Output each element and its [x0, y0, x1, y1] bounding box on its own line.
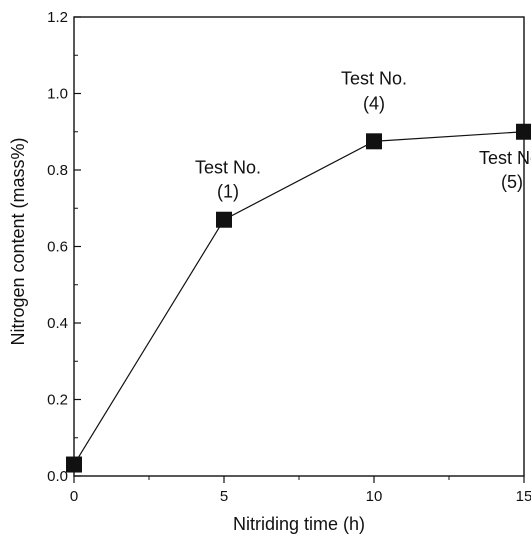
x-axis-title: Nitriding time (h)	[233, 514, 365, 534]
axis-ticks: 0.0 0.2 0.4 0.6 0.8 1.0 1.2 0 5 10 15	[47, 9, 531, 505]
y-tick-label: 1.0	[47, 86, 68, 103]
plot-area-border	[73, 16, 525, 477]
annotation-line2: (5)	[501, 172, 523, 192]
data-point-marker	[216, 211, 232, 228]
test-annotation: Test No. (1)	[195, 158, 261, 202]
y-axis-title: Nitrogen content (mass%)	[8, 137, 28, 345]
plot-frame	[73, 16, 525, 477]
annotation-line1: Test No.	[195, 158, 261, 178]
x-tick-label: 5	[220, 488, 228, 505]
annotations: Test No. (1) Test No. (4) Test No. (5)	[195, 68, 531, 201]
x-tick-label: 15	[516, 488, 531, 505]
x-tick-label: 10	[366, 488, 383, 505]
data-point-marker	[66, 456, 82, 473]
data-point-marker	[516, 123, 531, 140]
data-point-marker	[366, 133, 382, 150]
y-tick-label: 0.6	[47, 239, 68, 256]
y-tick-label: 0.4	[47, 315, 68, 332]
x-tick-label: 0	[70, 488, 78, 505]
annotation-line1: Test No.	[479, 148, 531, 168]
y-tick-label: 1.2	[47, 9, 68, 26]
annotation-line1: Test No.	[341, 68, 407, 88]
annotation-line2: (4)	[363, 93, 385, 113]
annotation-line2: (1)	[217, 182, 239, 202]
series-line	[73, 131, 525, 465]
test-annotation: Test No. (5)	[479, 148, 531, 192]
data-series	[66, 123, 531, 473]
y-tick-label: 0.2	[47, 392, 68, 409]
test-annotation: Test No. (4)	[341, 68, 407, 113]
y-tick-label: 0.8	[47, 162, 68, 179]
y-tick-label: 0.0	[47, 468, 68, 485]
